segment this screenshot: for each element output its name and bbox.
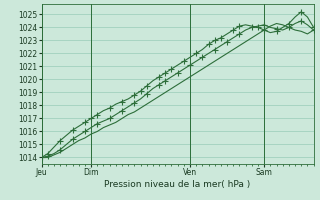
X-axis label: Pression niveau de la mer( hPa ): Pression niveau de la mer( hPa ) [104,180,251,189]
